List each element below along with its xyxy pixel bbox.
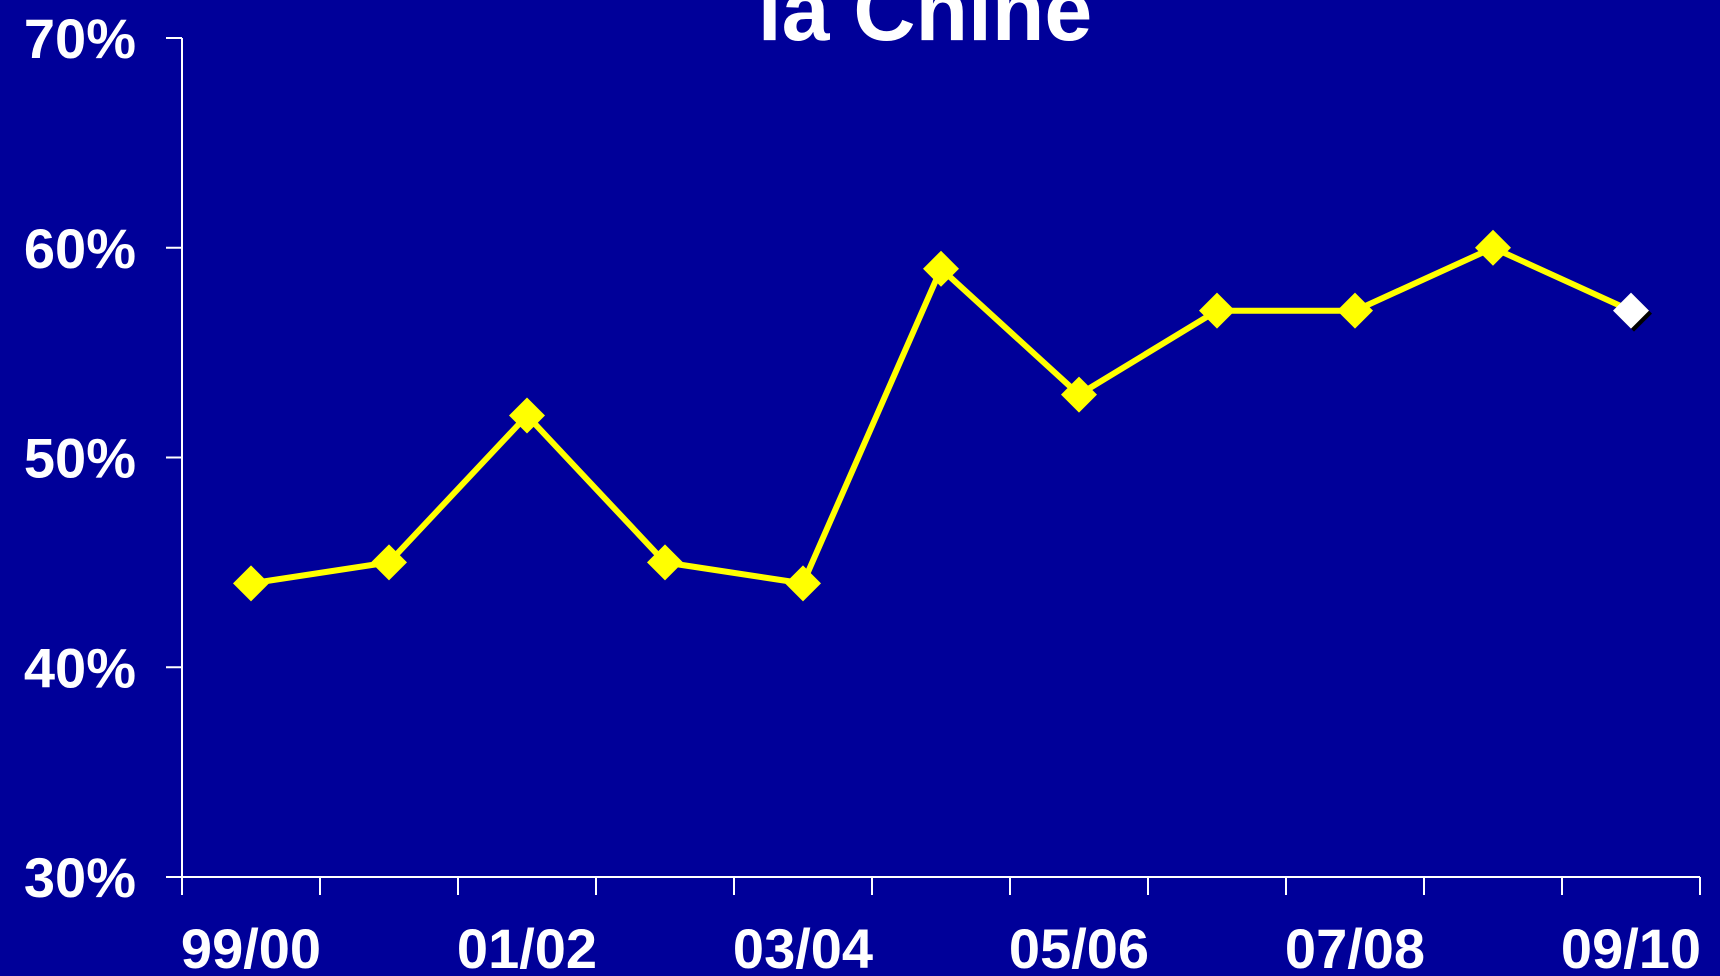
data-point [371,544,407,581]
series-group [233,229,1652,602]
chart-title: la Chine [758,0,1093,59]
series-line [250,244,1633,587]
data-point [509,397,545,434]
x-tick-label: 09/10 [1561,917,1701,976]
data-point [785,565,821,602]
y-tick-label: 30% [24,846,136,909]
x-tick-label: 05/06 [1009,917,1149,976]
x-tick-label: 03/04 [733,917,873,976]
chart-axes [181,38,1700,878]
axis-ticks: 30% 40% 50% 60% 70% 99/00 01/02 03/04 05/06 07/08… [24,7,1701,976]
data-point [1061,376,1097,413]
x-tick-label: 01/02 [457,917,597,976]
data-point [1613,292,1649,329]
data-point [1199,292,1235,329]
y-tick-label: 60% [24,217,136,280]
x-tick-label: 07/08 [1285,917,1425,976]
data-point [923,250,959,287]
data-point [1337,292,1373,329]
x-tick-label: 99/00 [181,917,321,976]
y-tick-label: 40% [24,636,136,699]
y-tick-label: 70% [24,7,136,70]
data-point [1475,229,1511,266]
y-tick-label: 50% [24,427,136,490]
data-point [233,565,269,602]
data-point [647,544,683,581]
